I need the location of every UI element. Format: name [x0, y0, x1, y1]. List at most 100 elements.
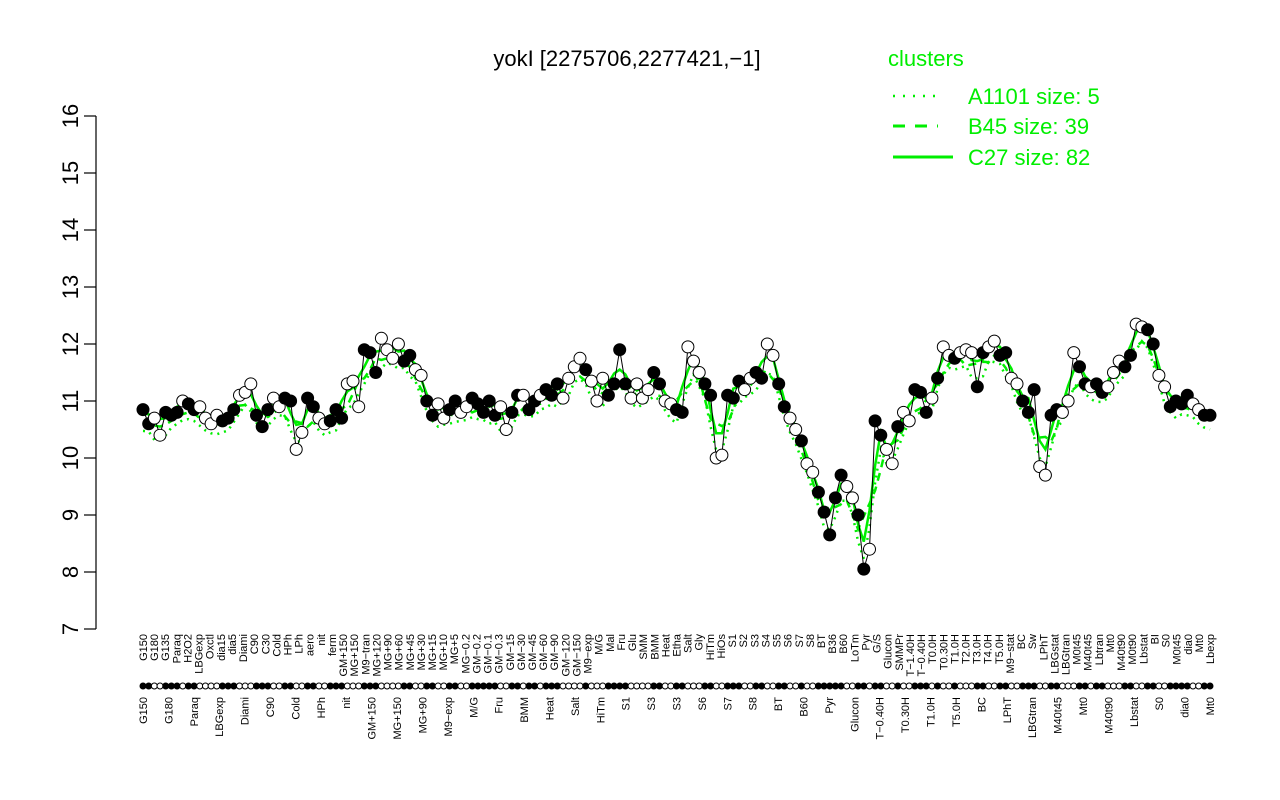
x-rug-tick [1030, 682, 1038, 690]
x-category-label: M/G [468, 697, 480, 718]
x-rug-tick [445, 682, 453, 690]
x-rug-tick [962, 682, 970, 690]
legend: clusters A1101 size: 5 B45 size: 39 C27 … [888, 46, 1100, 170]
x-rug-tick [644, 682, 652, 690]
x-rug-tick [951, 682, 959, 690]
cluster-lines [142, 322, 1211, 560]
data-point [369, 366, 383, 379]
x-category-label: G/S [872, 634, 884, 653]
x-rug-tick [423, 682, 431, 690]
data-point [414, 368, 428, 382]
x-rug-tick [207, 682, 215, 690]
x-rug-tick [1075, 682, 1083, 690]
x-rug-tick [724, 682, 732, 690]
x-category-label: GM−90 [549, 634, 561, 670]
x-rug-tick [769, 682, 777, 690]
y-tick-label: 9 [58, 509, 83, 521]
data-point [675, 405, 689, 419]
x-rug-tick [917, 682, 925, 690]
y-tick-label: 16 [58, 104, 83, 128]
data-point [1203, 408, 1217, 422]
x-rug-tick [360, 682, 368, 690]
x-rug-tick [531, 682, 539, 690]
x-rug-tick [712, 682, 720, 690]
data-point [692, 366, 706, 379]
x-category-label: M40t90 [1116, 634, 1128, 671]
x-rug-tick [741, 682, 749, 690]
x-rug-tick [735, 682, 743, 690]
x-rug-tick [298, 682, 306, 690]
x-category-label: T4.0H [983, 634, 995, 664]
data-point [641, 383, 655, 397]
x-category-label: LoTm [849, 634, 861, 662]
x-category-label: GM−15 [505, 634, 517, 670]
x-category-label: MG+5 [449, 634, 461, 664]
x-rug-tick [196, 682, 204, 690]
x-category-label: B60 [838, 634, 850, 654]
x-category-label: HiTm [595, 697, 607, 723]
x-category-label: Paraq [171, 634, 183, 663]
x-rug-tick [752, 682, 760, 690]
legend-entry-b45: B45 size: 39 [968, 114, 1089, 139]
data-point [726, 391, 740, 405]
data-point [193, 400, 207, 414]
x-category-label: T3.0H [972, 634, 984, 664]
data-point [1055, 405, 1069, 419]
x-rug-tick [877, 682, 885, 690]
x-category-label: dia0 [1183, 634, 1195, 655]
x-rug-tick [934, 682, 942, 690]
x-rug-tick [548, 682, 556, 690]
x-category-label: BMM [649, 634, 661, 660]
x-category-label: LPhT [1002, 697, 1014, 724]
data-point [601, 388, 615, 402]
data-point [811, 485, 825, 499]
x-rug-tick [338, 682, 346, 690]
x-category-label: Mt0 [1105, 634, 1117, 652]
data-point [346, 374, 360, 388]
x-category-label: LPhT [1038, 634, 1050, 661]
x-category-label: T0.0H [927, 634, 939, 664]
data-point [562, 371, 576, 385]
x-rug-tick [553, 682, 561, 690]
x-rug-tick [485, 682, 493, 690]
data-point [630, 377, 644, 391]
x-category-label: S1 [621, 697, 633, 710]
y-tick-label: 7 [58, 623, 83, 635]
x-rug-tick [389, 682, 397, 690]
x-rug-tick [213, 682, 221, 690]
x-category-label: LBGstat [1049, 634, 1061, 674]
x-rug-tick [763, 682, 771, 690]
x-category-label: Salt [570, 697, 582, 716]
x-rug-tick [332, 682, 340, 690]
x-category-label: Diami [238, 634, 250, 662]
x-rug-tick [247, 682, 255, 690]
x-rug-tick [264, 682, 272, 690]
x-rug-tick [1036, 682, 1044, 690]
x-category-label: GM−0.2 [471, 634, 483, 673]
data-point [613, 343, 627, 357]
x-rug-tick [201, 682, 209, 690]
x-rug-tick [349, 682, 357, 690]
data-point [874, 428, 888, 442]
x-rug-tick [707, 682, 715, 690]
data-point [403, 348, 417, 362]
x-category-label: HiTm [705, 634, 717, 660]
x-category-label: Mt0 [1194, 634, 1206, 652]
x-rug-tick [275, 682, 283, 690]
x-category-label: T1.0H [926, 697, 938, 727]
x-rug-tick [1064, 682, 1072, 690]
x-category-label: M9−exp [443, 697, 455, 736]
x-rug-tick [184, 682, 192, 690]
data-point [987, 334, 1001, 348]
data-point [783, 411, 797, 425]
data-point [891, 420, 905, 434]
x-category-label: S7 [794, 634, 806, 647]
x-category-label: GM−45 [527, 634, 539, 670]
x-category-label: T−0.40H [916, 634, 928, 677]
data-point [806, 465, 820, 479]
data-point [755, 371, 769, 385]
y-tick-label: 13 [58, 275, 83, 299]
x-rug-tick [905, 682, 913, 690]
y-tick-label: 8 [58, 566, 83, 578]
x-rug-tick [1041, 682, 1049, 690]
